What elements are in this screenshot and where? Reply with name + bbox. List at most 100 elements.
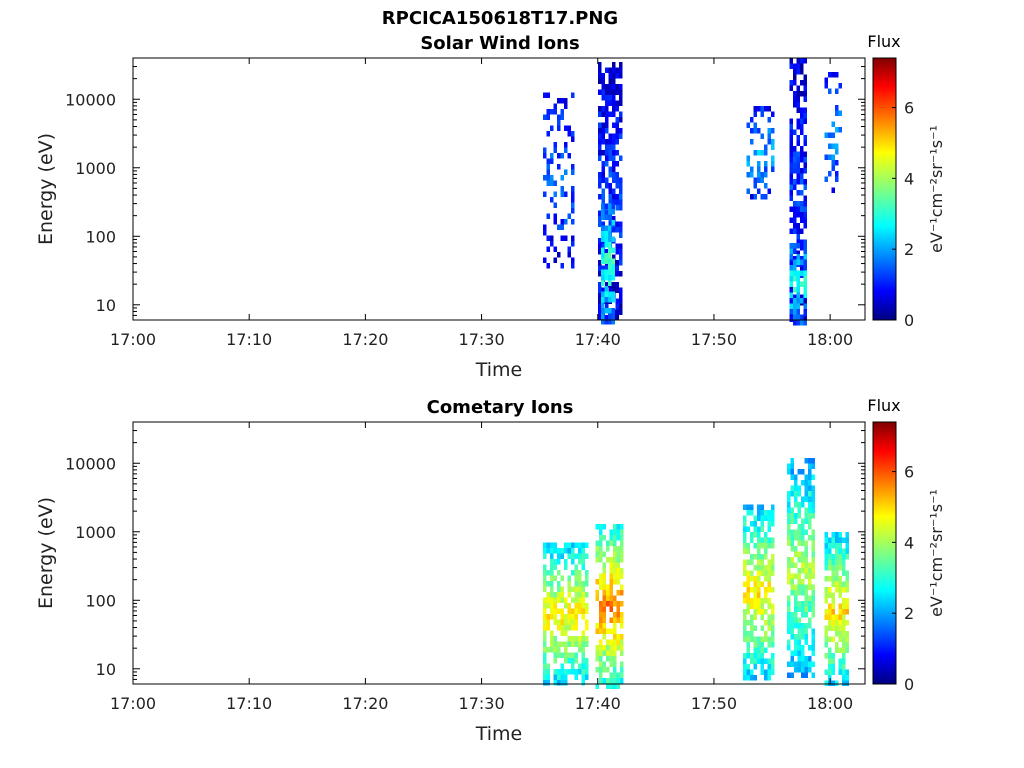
heatmap-cell xyxy=(571,191,575,198)
heatmap-cell xyxy=(750,127,754,134)
heatmap-cell xyxy=(827,592,832,598)
heatmap-cell xyxy=(567,641,572,647)
heatmap-cell xyxy=(604,253,609,259)
heatmap-cell xyxy=(808,479,812,486)
heatmap-cell xyxy=(808,562,812,568)
heatmap-cell xyxy=(553,635,558,642)
heatmap-cell xyxy=(608,203,612,210)
heatmap-cell xyxy=(608,89,612,95)
heatmap-cell xyxy=(804,485,809,491)
heatmap-cell xyxy=(793,179,797,185)
heatmap-cell xyxy=(618,188,623,194)
heatmap-cell xyxy=(615,249,619,255)
heatmap-cell xyxy=(764,592,768,598)
heatmap-cell xyxy=(800,256,804,262)
heatmap-cell xyxy=(605,628,610,634)
heatmap-cell xyxy=(564,191,568,198)
heatmap-cell xyxy=(743,620,747,626)
heatmap-cell xyxy=(611,139,616,145)
heatmap-cell xyxy=(831,658,835,664)
heatmap-cell xyxy=(760,625,764,631)
heatmap-cell xyxy=(824,592,828,598)
heatmap-cell xyxy=(801,540,805,546)
x-tick-label: 17:40 xyxy=(575,694,621,713)
heatmap-cell xyxy=(550,597,554,603)
heatmap-cell xyxy=(757,570,761,576)
heatmap-cell xyxy=(767,521,771,527)
heatmap-cell xyxy=(760,504,764,510)
heatmap-cell xyxy=(602,573,606,579)
heatmap-cell xyxy=(827,575,832,582)
colorbar-tick-label: 2 xyxy=(904,604,914,623)
heatmap-cell xyxy=(804,496,809,502)
heatmap-cell xyxy=(793,168,797,174)
heatmap-cell xyxy=(597,260,602,266)
heatmap-cell xyxy=(808,534,812,541)
heatmap-cell xyxy=(618,84,623,90)
heatmap-cell xyxy=(574,668,579,675)
heatmap-cell xyxy=(601,89,605,95)
heatmap-cell xyxy=(753,636,757,642)
heatmap-cell xyxy=(585,608,589,614)
heatmap-cell xyxy=(750,570,754,576)
heatmap-cell xyxy=(543,641,547,647)
heatmap-cell xyxy=(609,529,613,535)
heatmap-cell xyxy=(841,625,846,631)
heatmap-cell xyxy=(750,636,754,642)
heatmap-cell xyxy=(601,111,605,117)
heatmap-cell xyxy=(845,630,849,637)
heatmap-cell xyxy=(567,131,572,137)
heatmap-cell xyxy=(597,287,602,293)
heatmap-cell xyxy=(767,537,771,543)
heatmap-cell xyxy=(602,612,606,618)
heatmap-cell xyxy=(801,661,805,667)
heatmap-cell xyxy=(796,179,800,185)
heatmap-cell xyxy=(834,619,839,626)
heatmap-cell xyxy=(764,548,768,554)
heatmap-cell xyxy=(550,558,554,565)
heatmap-cell xyxy=(796,173,800,179)
heatmap-cell xyxy=(598,623,603,629)
heatmap-cell xyxy=(831,663,835,670)
heatmap-cell xyxy=(750,653,754,659)
heatmap-cell xyxy=(557,619,561,625)
heatmap-cell xyxy=(553,147,558,154)
heatmap-cell xyxy=(757,160,761,167)
heatmap-cell xyxy=(597,304,602,310)
heatmap-cell xyxy=(771,127,775,134)
heatmap-cell xyxy=(564,564,568,570)
heatmap-cell xyxy=(578,547,582,554)
heatmap-cell xyxy=(790,578,795,585)
heatmap-cell xyxy=(611,203,616,210)
heatmap-cell xyxy=(789,289,793,295)
heatmap-cell xyxy=(789,264,793,271)
heatmap-cell xyxy=(796,292,800,298)
heatmap-cell xyxy=(608,236,612,243)
heatmap-cell xyxy=(804,584,809,590)
heatmap-cell xyxy=(767,570,771,576)
heatmap-cell xyxy=(764,609,768,615)
heatmap-cell xyxy=(824,83,828,89)
heatmap-cell xyxy=(602,584,606,590)
heatmap-cell xyxy=(797,622,802,629)
heatmap-cell xyxy=(789,261,793,267)
heatmap-cell xyxy=(764,543,768,549)
heatmap-cell xyxy=(546,674,551,680)
heatmap-cell xyxy=(601,231,605,237)
heatmap-cell xyxy=(557,646,561,653)
heatmap-cell xyxy=(811,540,816,546)
heatmap-cell xyxy=(764,193,768,200)
heatmap-cell xyxy=(604,265,609,271)
heatmap-cell xyxy=(811,501,816,508)
heatmap-cell xyxy=(581,630,586,636)
heatmap-cell xyxy=(803,206,807,212)
heatmap-cell xyxy=(811,529,816,535)
heatmap-cell xyxy=(824,548,828,554)
heatmap-cell xyxy=(793,223,797,229)
heatmap-cell xyxy=(615,260,619,266)
heatmap-cell xyxy=(831,608,835,615)
heatmap-cell xyxy=(750,620,754,626)
heatmap-cell xyxy=(767,576,771,582)
heatmap-cell xyxy=(750,669,754,675)
heatmap-cell xyxy=(793,206,797,212)
